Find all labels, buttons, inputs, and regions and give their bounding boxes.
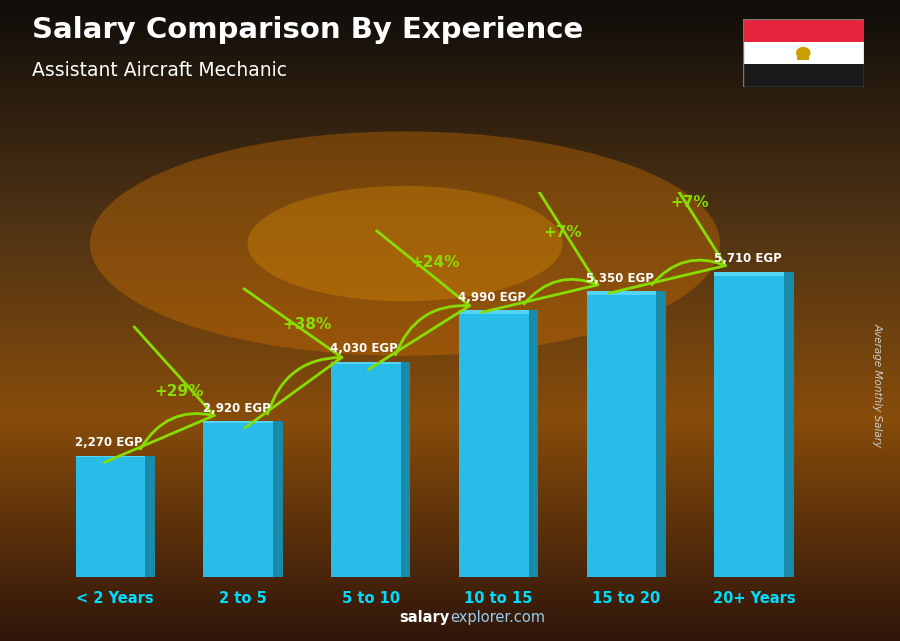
FancyArrowPatch shape bbox=[104, 327, 214, 462]
Text: 4,990 EGP: 4,990 EGP bbox=[458, 291, 526, 304]
Text: 5,710 EGP: 5,710 EGP bbox=[714, 253, 781, 265]
Text: 5,350 EGP: 5,350 EGP bbox=[586, 272, 653, 285]
Text: explorer.com: explorer.com bbox=[450, 610, 545, 625]
Bar bbox=[459, 310, 528, 313]
Bar bbox=[76, 456, 146, 457]
Bar bbox=[273, 421, 283, 577]
FancyArrowPatch shape bbox=[482, 184, 598, 312]
FancyArrowPatch shape bbox=[368, 231, 470, 369]
Bar bbox=[203, 421, 273, 423]
Text: +29%: +29% bbox=[155, 384, 203, 399]
Bar bbox=[784, 272, 794, 577]
Text: 2,270 EGP: 2,270 EGP bbox=[75, 437, 143, 449]
Bar bbox=[656, 291, 666, 577]
Bar bbox=[587, 291, 656, 295]
Text: +24%: +24% bbox=[410, 254, 459, 270]
Text: +7%: +7% bbox=[670, 195, 709, 210]
Text: Salary Comparison By Experience: Salary Comparison By Experience bbox=[32, 16, 583, 44]
Circle shape bbox=[796, 47, 811, 59]
Bar bbox=[203, 421, 273, 577]
Bar bbox=[528, 310, 538, 577]
Bar bbox=[715, 272, 784, 276]
Text: salary: salary bbox=[400, 610, 450, 625]
Text: 2,920 EGP: 2,920 EGP bbox=[202, 401, 271, 415]
Text: Average Monthly Salary: Average Monthly Salary bbox=[872, 322, 883, 447]
FancyArrowPatch shape bbox=[609, 165, 725, 293]
Bar bbox=[459, 310, 528, 577]
Text: +38%: +38% bbox=[283, 317, 331, 332]
Bar bbox=[400, 362, 410, 577]
Bar bbox=[742, 64, 864, 87]
Text: +7%: +7% bbox=[543, 225, 581, 240]
Bar bbox=[76, 456, 146, 577]
Bar bbox=[742, 42, 864, 64]
Bar bbox=[331, 362, 400, 364]
Bar bbox=[587, 291, 656, 577]
Bar bbox=[146, 456, 155, 577]
Bar bbox=[331, 362, 400, 577]
FancyArrowPatch shape bbox=[244, 288, 342, 428]
Bar bbox=[797, 53, 809, 60]
Text: Assistant Aircraft Mechanic: Assistant Aircraft Mechanic bbox=[32, 61, 286, 80]
Ellipse shape bbox=[90, 131, 720, 356]
Bar bbox=[715, 272, 784, 577]
Ellipse shape bbox=[248, 186, 562, 301]
Text: 4,030 EGP: 4,030 EGP bbox=[330, 342, 398, 355]
Bar bbox=[742, 19, 864, 42]
